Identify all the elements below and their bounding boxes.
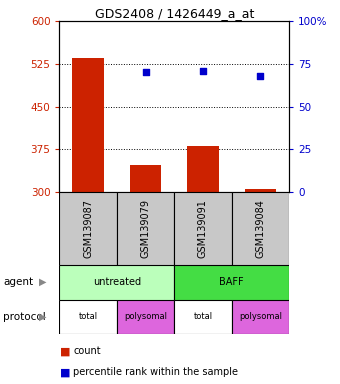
Text: count: count bbox=[73, 346, 101, 356]
Bar bbox=[59, 192, 117, 265]
Text: untreated: untreated bbox=[93, 277, 141, 287]
Text: total: total bbox=[193, 312, 212, 321]
Text: ▶: ▶ bbox=[39, 312, 46, 322]
Bar bbox=[232, 300, 289, 334]
Text: total: total bbox=[79, 312, 98, 321]
Text: GSM139087: GSM139087 bbox=[83, 199, 93, 258]
Title: GDS2408 / 1426449_a_at: GDS2408 / 1426449_a_at bbox=[95, 7, 254, 20]
Text: BAFF: BAFF bbox=[219, 277, 244, 287]
Bar bbox=[72, 58, 104, 192]
Text: percentile rank within the sample: percentile rank within the sample bbox=[73, 367, 238, 377]
Bar bbox=[130, 165, 162, 192]
Text: GSM139084: GSM139084 bbox=[255, 199, 265, 258]
Bar bbox=[244, 189, 276, 192]
Text: ▶: ▶ bbox=[39, 277, 46, 287]
Bar bbox=[117, 300, 174, 334]
Bar bbox=[174, 300, 232, 334]
Bar bbox=[174, 192, 232, 265]
Point bbox=[143, 70, 148, 76]
Bar bbox=[59, 265, 174, 300]
Bar bbox=[59, 300, 117, 334]
Text: protocol: protocol bbox=[3, 312, 46, 322]
Text: ■: ■ bbox=[59, 367, 70, 377]
Text: GSM139091: GSM139091 bbox=[198, 199, 208, 258]
Bar bbox=[232, 192, 289, 265]
Text: polysomal: polysomal bbox=[124, 312, 167, 321]
Text: ■: ■ bbox=[59, 346, 70, 356]
Text: GSM139079: GSM139079 bbox=[140, 199, 151, 258]
Text: polysomal: polysomal bbox=[239, 312, 282, 321]
Bar bbox=[117, 192, 174, 265]
Bar bbox=[187, 146, 219, 192]
Bar bbox=[174, 265, 289, 300]
Text: agent: agent bbox=[3, 277, 34, 287]
Point bbox=[258, 73, 263, 79]
Point bbox=[200, 68, 206, 74]
